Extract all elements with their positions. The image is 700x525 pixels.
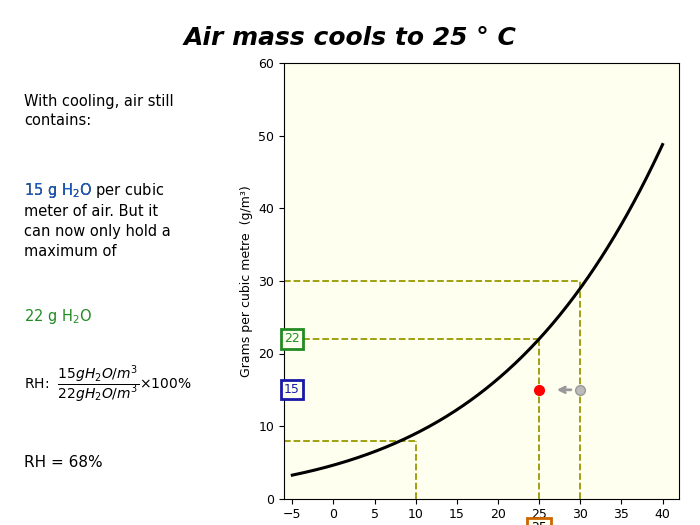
Text: 22: 22 — [284, 332, 300, 345]
Text: RH:  $\dfrac{15gH_2O/m^3}{22gH_2O/m^3}$$\times$100%: RH: $\dfrac{15gH_2O/m^3}{22gH_2O/m^3}$$\… — [25, 364, 192, 405]
Text: 22 g H$_2$O: 22 g H$_2$O — [25, 307, 92, 326]
Text: Air mass cools to 25 ° C: Air mass cools to 25 ° C — [183, 26, 517, 50]
Text: 15 g H$_2$O: 15 g H$_2$O — [25, 181, 92, 200]
Text: 15 g H$_2$O per cubic
meter of air. But it
can now only hold a
maximum of: 15 g H$_2$O per cubic meter of air. But … — [25, 181, 171, 259]
Text: RH = 68%: RH = 68% — [25, 455, 103, 470]
Text: 15: 15 — [284, 383, 300, 396]
Text: 25: 25 — [531, 521, 547, 525]
Text: With cooling, air still
contains:: With cooling, air still contains: — [25, 93, 174, 128]
Y-axis label: Grams per cubic metre  (g/m³): Grams per cubic metre (g/m³) — [240, 185, 253, 377]
